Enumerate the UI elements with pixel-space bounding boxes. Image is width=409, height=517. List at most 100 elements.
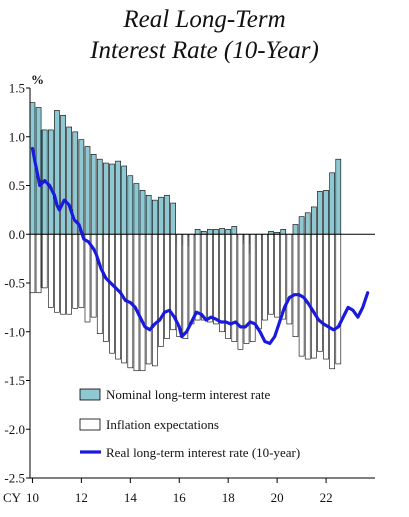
y-tick-label-0: 1.5 (9, 81, 25, 96)
inflation-bar-21 (158, 233, 164, 347)
y-tick-label-1: 1.0 (9, 129, 25, 144)
inflation-bar-17 (133, 233, 140, 372)
inflation-bar-26 (188, 233, 195, 325)
legend-item-inflation: Inflation expectations (79, 417, 219, 432)
nominal-bar-5 (60, 115, 66, 235)
inflation-bar-4 (54, 233, 60, 313)
nominal-bar-8 (78, 139, 85, 235)
x-tick-label-6: 22 (320, 490, 333, 505)
y-axis-unit: % (31, 72, 44, 87)
nominal-bar-13 (109, 163, 115, 235)
legend: Nominal long-term interest rate Inflatio… (79, 387, 300, 460)
inflation-bar-38 (262, 233, 268, 321)
inflation-bar-40 (274, 233, 280, 318)
inflation-bar-27 (194, 233, 201, 321)
y-tick-label-3: 0.0 (9, 227, 25, 242)
x-tick-label-2: 14 (124, 490, 138, 505)
inflation-bar-18 (139, 233, 146, 372)
inflation-bar-33 (231, 233, 238, 342)
nominal-bar-14 (115, 160, 121, 235)
nominal-bar-0 (29, 102, 36, 235)
inflation-bar-45 (304, 233, 311, 360)
inflation-bar-30 (213, 233, 219, 325)
nominal-bar-48 (323, 190, 329, 235)
nominal-bar-20 (151, 199, 158, 235)
legend-label-nominal: Nominal long-term interest rate (106, 387, 270, 402)
y-axis-ticks: 1.5 1.0 0.5 0.0 -0.5 -1.0 -1.5 -2.0 -2.5 (4, 81, 30, 486)
inflation-expectation-bars (29, 233, 342, 372)
y-tick-label-5: -1.0 (4, 324, 25, 339)
inflation-bar-12 (103, 233, 109, 342)
inflation-bar-8 (78, 233, 85, 308)
nominal-bar-29 (207, 229, 213, 235)
inflation-bar-0 (29, 233, 36, 294)
nominal-bar-21 (158, 196, 164, 235)
x-tick-label-3: 16 (173, 490, 187, 505)
nominal-bar-10 (90, 154, 97, 235)
legend-label-real: Real long-term interest rate (10-year) (106, 445, 300, 460)
x-tick-label-4: 18 (222, 490, 235, 505)
chart-title: Real Long-Term Interest Rate (10-Year) (0, 4, 409, 66)
x-tick-label-0: 10 (26, 490, 39, 505)
inflation-bar-3 (47, 233, 54, 308)
x-tick-label-1: 12 (75, 490, 88, 505)
nominal-bar-44 (298, 216, 305, 235)
y-tick-label-2: 0.5 (9, 178, 25, 193)
inflation-bar-1 (35, 233, 42, 294)
x-axis-ticks: 10 12 14 16 18 20 22 (26, 478, 333, 505)
nominal-bar-17 (133, 183, 140, 235)
nominal-bar-15 (121, 165, 128, 235)
inflation-bar-34 (237, 233, 244, 350)
nominal-bar-32 (225, 229, 231, 235)
legend-swatch-inflation (79, 418, 101, 431)
inflation-bar-48 (323, 233, 329, 360)
y-tick-label-4: -0.5 (4, 276, 25, 291)
inflation-bar-9 (84, 233, 91, 323)
nominal-bar-33 (231, 226, 238, 235)
nominal-bar-47 (317, 191, 323, 235)
nominal-bar-43 (292, 224, 299, 235)
real-rate-line (30, 146, 370, 346)
inflation-bar-22 (164, 233, 170, 339)
nominal-bar-31 (219, 228, 225, 235)
inflation-bar-50 (335, 233, 342, 365)
nominal-bar-18 (139, 190, 146, 235)
inflation-bar-20 (151, 233, 158, 367)
legend-swatch-nominal (79, 388, 101, 401)
legend-item-nominal: Nominal long-term interest rate (79, 387, 270, 402)
nominal-bar-41 (280, 229, 287, 235)
inflation-bar-6 (66, 233, 72, 315)
nominal-bar-12 (103, 162, 109, 235)
chart-title-line-1: Real Long-Term (123, 6, 286, 33)
inflation-bar-43 (292, 233, 299, 337)
nominal-bar-11 (96, 158, 103, 235)
nominal-bar-16 (127, 175, 134, 235)
nominal-bar-45 (304, 212, 311, 235)
legend-item-real: Real long-term interest rate (10-year) (80, 445, 300, 460)
legend-label-inflation: Inflation expectations (106, 417, 219, 432)
nominal-bar-27 (194, 229, 201, 235)
inflation-bar-29 (207, 233, 213, 323)
inflation-bar-14 (115, 233, 121, 360)
nominal-bar-3 (47, 129, 54, 235)
inflation-bar-42 (286, 233, 293, 325)
inflation-bar-37 (255, 233, 262, 330)
nominal-bar-50 (335, 158, 342, 235)
x-tick-label-5: 20 (271, 490, 284, 505)
y-tick-label-8: -2.5 (4, 471, 25, 486)
nominal-rate-bars (29, 102, 342, 255)
nominal-bar-9 (84, 146, 91, 235)
inflation-bar-39 (268, 233, 274, 315)
nominal-bar-6 (66, 126, 72, 235)
nominal-bar-30 (213, 229, 219, 235)
y-tick-label-6: -1.5 (4, 373, 25, 388)
x-axis-prefix: CY (3, 490, 22, 505)
inflation-bar-11 (96, 233, 103, 334)
inflation-bar-5 (60, 233, 66, 315)
inflation-bar-19 (145, 233, 152, 365)
inflation-bar-13 (109, 233, 115, 354)
inflation-bar-31 (219, 233, 225, 333)
inflation-bar-7 (72, 233, 79, 309)
inflation-bar-28 (200, 233, 207, 321)
